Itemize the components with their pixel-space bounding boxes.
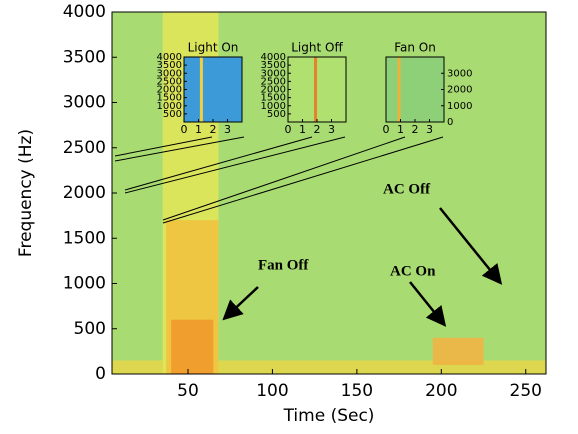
y-tick-label: 0 (95, 364, 106, 384)
inset-y-tick-label: 3500 (157, 60, 182, 71)
inset-y-tick-label: 1000 (261, 101, 286, 112)
inset-y-tick-label: 2500 (261, 76, 286, 87)
y-tick-label: 3500 (63, 47, 106, 67)
y-axis-label: Frequency (Hz) (16, 129, 36, 257)
inset-y-tick-label: 1500 (157, 93, 182, 104)
inset-background (184, 57, 242, 122)
y-tick-label: 1000 (63, 274, 106, 294)
inset-y-tick-label: 2000 (447, 85, 472, 96)
y-tick-label: 500 (74, 319, 106, 339)
inset-title: Light Off (291, 41, 343, 55)
inset-title: Light On (188, 41, 239, 55)
inset-x-tick-label: 2 (314, 123, 321, 136)
inset-y-tick-label: 1500 (261, 93, 286, 104)
x-axis-label: Time (Sec) (283, 406, 375, 426)
y-tick-label: 2000 (63, 183, 106, 203)
inset-y-tick-label: 500 (267, 109, 286, 120)
inset-x-tick-label: 1 (195, 123, 202, 136)
annotation: Fan Off (258, 257, 309, 273)
inset-y-tick-label: 2000 (261, 85, 286, 96)
inset-y-tick-label: 2000 (157, 85, 182, 96)
inset-y-tick-label: 2500 (157, 76, 182, 87)
inset-x-tick-label: 1 (397, 123, 404, 136)
inset-x-tick-label: 1 (299, 123, 306, 136)
spectrogram-region (432, 337, 484, 365)
inset-y-tick-label: 0 (447, 117, 453, 128)
x-tick-label: 50 (177, 381, 199, 401)
arrow (439, 207, 503, 285)
x-tick-label: 100 (256, 381, 288, 401)
inset-x-tick-label: 2 (412, 123, 419, 136)
inset-background (386, 57, 444, 122)
inset-x-tick-label: 0 (181, 123, 188, 136)
annotation: AC Off (383, 181, 431, 197)
y-tick-label: 3000 (63, 93, 106, 113)
arrow (222, 286, 259, 321)
y-tick-label: 4000 (63, 2, 106, 22)
y-tick-label: 1500 (63, 228, 106, 248)
inset-x-tick-label: 3 (426, 123, 433, 136)
inset-x-tick-label: 3 (328, 123, 335, 136)
inset-y-tick-label: 3000 (261, 68, 286, 79)
inset-x-tick-label: 0 (383, 123, 390, 136)
x-tick-label: 150 (341, 381, 373, 401)
inset-links (114, 136, 444, 224)
y-tick-label: 2500 (63, 138, 106, 158)
inset-title: Fan On (394, 41, 436, 55)
inset-x-tick-label: 2 (210, 123, 217, 136)
x-tick-label: 200 (425, 381, 457, 401)
inset-y-tick-label: 1000 (157, 101, 182, 112)
x-tick-label: 250 (510, 381, 542, 401)
inset-y-tick-label: 500 (163, 109, 182, 120)
inset-y-tick-label: 4000 (261, 52, 286, 63)
inset-y-tick-label: 4000 (157, 52, 182, 63)
inset-y-tick-label: 3000 (157, 68, 182, 79)
inset-x-tick-label: 0 (285, 123, 292, 136)
arrow (409, 281, 447, 327)
spectrogram-region (171, 319, 214, 374)
inset-y-tick-label: 3500 (261, 60, 286, 71)
inset-y-tick-label: 3000 (447, 68, 472, 79)
inset-y-tick-label: 1000 (447, 101, 472, 112)
annotation: AC On (390, 263, 436, 279)
inset-x-tick-label: 3 (224, 123, 231, 136)
